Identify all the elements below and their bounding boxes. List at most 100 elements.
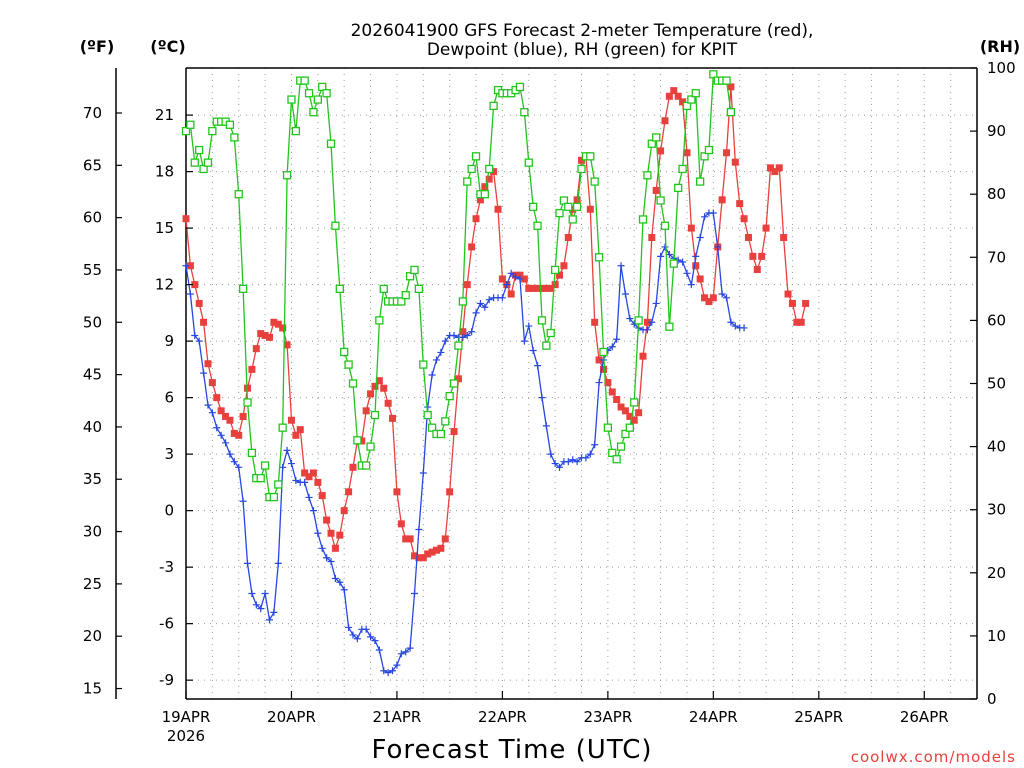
temperature-point bbox=[639, 352, 647, 360]
left-c-unit-label: (ºC) bbox=[150, 37, 185, 56]
temperature-point bbox=[617, 403, 625, 411]
dewpoint-point bbox=[507, 269, 515, 277]
temperature-point bbox=[340, 507, 348, 515]
temperature-point bbox=[239, 412, 247, 420]
dewpoint-point bbox=[481, 303, 489, 311]
temperature-point bbox=[731, 158, 739, 166]
relative-humidity-point bbox=[471, 152, 481, 161]
dewpoint-point bbox=[709, 209, 717, 217]
temperature-point bbox=[780, 234, 788, 242]
dewpoint-point bbox=[551, 460, 559, 468]
temperature-point bbox=[709, 294, 717, 302]
temperature-point bbox=[498, 275, 506, 283]
temperature-point bbox=[222, 412, 230, 420]
relative-humidity-point bbox=[700, 152, 709, 161]
temperature-point bbox=[424, 550, 432, 558]
temperature-point bbox=[261, 331, 269, 339]
dewpoint-point bbox=[309, 507, 317, 515]
relative-humidity-point bbox=[625, 423, 634, 432]
rh-axis-tick-label: 30 bbox=[987, 501, 1006, 519]
relative-humidity-point bbox=[480, 190, 489, 199]
relative-humidity-point bbox=[427, 423, 437, 432]
x-axis-tick-label: 19APR bbox=[162, 708, 211, 726]
relative-humidity-point bbox=[467, 164, 476, 174]
dewpoint-point bbox=[389, 667, 397, 675]
temperature-point bbox=[349, 463, 357, 471]
dewpoint-point bbox=[731, 322, 739, 330]
relative-humidity-point bbox=[524, 158, 533, 167]
relative-humidity-point bbox=[225, 120, 235, 129]
relative-humidity-point bbox=[260, 461, 270, 470]
x-axis-tick-label: 21APR bbox=[373, 708, 422, 726]
temperature-point bbox=[230, 429, 238, 437]
temperature-point bbox=[630, 416, 638, 424]
temperature-point bbox=[560, 262, 568, 270]
dewpoint-point bbox=[345, 623, 353, 631]
temperature-point bbox=[191, 281, 199, 289]
temperature-point bbox=[226, 416, 234, 424]
dewpoint-point bbox=[252, 601, 260, 609]
dewpoint-point bbox=[727, 318, 735, 326]
rh-axis-tick-label: 40 bbox=[987, 438, 1006, 456]
temperature-point bbox=[437, 544, 445, 552]
dewpoint-point bbox=[287, 460, 295, 468]
relative-humidity-point bbox=[181, 126, 191, 136]
relative-humidity-point bbox=[674, 183, 683, 193]
relative-humidity-point bbox=[379, 284, 388, 294]
dewpoint-point bbox=[340, 586, 348, 594]
temperature-point bbox=[182, 215, 190, 223]
dewpoint-point bbox=[384, 669, 392, 677]
dewpoint-point bbox=[723, 294, 731, 302]
relative-humidity-series bbox=[181, 70, 736, 502]
temperature-point bbox=[362, 407, 370, 415]
temperature-point bbox=[292, 431, 300, 439]
credit-link[interactable]: coolwx.com/models bbox=[851, 748, 1016, 766]
axes-layer: 15 20 25 30 35 40 45 50 55 60 65 70 -9 -6 -3 0 3 6 9 12 15 18… bbox=[83, 59, 1016, 745]
dewpoint-point bbox=[516, 275, 524, 283]
temperature-point bbox=[384, 399, 392, 407]
dewpoint-point bbox=[327, 557, 335, 565]
temperature-series bbox=[182, 83, 810, 562]
x-axis-tick-sublabel: 2026 bbox=[167, 727, 205, 745]
relative-humidity-point bbox=[445, 391, 454, 401]
relative-humidity-point bbox=[313, 95, 322, 104]
temperature-point bbox=[569, 205, 577, 213]
dewpoint-point bbox=[204, 401, 212, 409]
dewpoint-point bbox=[591, 441, 599, 449]
temperature-point bbox=[621, 407, 629, 415]
relative-humidity-point bbox=[586, 152, 595, 161]
temperature-point bbox=[613, 396, 621, 404]
relative-humidity-point bbox=[590, 177, 599, 186]
relative-humidity-point bbox=[195, 145, 204, 155]
x-axis-tick-label: 26APR bbox=[900, 708, 949, 726]
temperature-point bbox=[248, 365, 256, 373]
dewpoint-point bbox=[265, 616, 273, 624]
chart-title-line1: 2026041900 GFS Forecast 2-meter Temperat… bbox=[351, 21, 814, 41]
relative-humidity-point bbox=[489, 101, 498, 111]
dewpoint-point bbox=[683, 269, 691, 277]
x-axis-tick-label: 25APR bbox=[794, 708, 843, 726]
dewpoint-point bbox=[547, 450, 555, 458]
relative-humidity-point bbox=[287, 95, 296, 104]
temperature-point bbox=[217, 407, 225, 415]
temperature-point bbox=[380, 384, 388, 392]
dewpoint-point bbox=[283, 446, 291, 454]
dewpoint-point bbox=[318, 544, 326, 552]
relative-humidity-point bbox=[190, 158, 199, 167]
relative-humidity-point bbox=[278, 423, 287, 432]
relative-humidity-point bbox=[520, 108, 529, 117]
relative-humidity-point bbox=[616, 442, 626, 451]
relative-humidity-point bbox=[436, 429, 446, 439]
temperature-point bbox=[463, 281, 471, 289]
temperature-point bbox=[744, 234, 752, 242]
x-axis-tick-label: 24APR bbox=[689, 708, 738, 726]
temperature-line bbox=[185, 86, 807, 559]
f-axis-tick-label: 60 bbox=[83, 209, 102, 227]
relative-humidity-point bbox=[546, 328, 555, 338]
c-axis-tick-label: -3 bbox=[159, 558, 174, 576]
temperature-point bbox=[648, 234, 656, 242]
dewpoint-point bbox=[437, 348, 445, 356]
dewpoint-point bbox=[248, 590, 256, 598]
relative-humidity-point bbox=[256, 473, 265, 483]
temperature-point bbox=[287, 416, 295, 424]
